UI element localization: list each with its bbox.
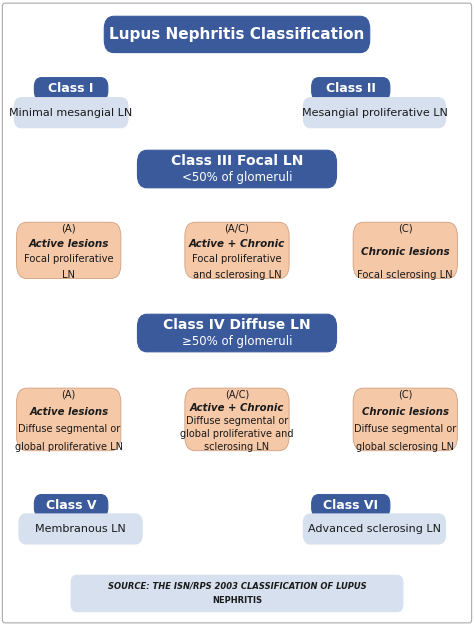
FancyBboxPatch shape: [303, 514, 446, 544]
FancyBboxPatch shape: [137, 314, 337, 352]
FancyBboxPatch shape: [311, 495, 390, 517]
FancyBboxPatch shape: [185, 388, 289, 451]
FancyBboxPatch shape: [34, 495, 108, 517]
Text: NEPHRITIS: NEPHRITIS: [212, 597, 262, 605]
Text: Diffuse segmental or: Diffuse segmental or: [18, 424, 120, 434]
Text: Minimal mesangial LN: Minimal mesangial LN: [9, 108, 133, 118]
Text: (A): (A): [62, 389, 76, 399]
Text: SOURCE: THE ISN/RPS 2003 CLASSIFICATION OF LUPUS: SOURCE: THE ISN/RPS 2003 CLASSIFICATION …: [108, 582, 366, 590]
Text: global proliferative LN: global proliferative LN: [15, 442, 123, 452]
Text: Focal proliferative: Focal proliferative: [24, 254, 114, 264]
Text: sclerosing LN: sclerosing LN: [204, 442, 270, 452]
Text: ≥50% of glomeruli: ≥50% of glomeruli: [182, 335, 292, 347]
FancyBboxPatch shape: [17, 222, 121, 279]
Text: (C): (C): [398, 223, 412, 233]
Text: (C): (C): [398, 389, 412, 399]
FancyBboxPatch shape: [17, 388, 121, 451]
Text: Chronic lesions: Chronic lesions: [361, 247, 449, 257]
Text: Class III Focal LN: Class III Focal LN: [171, 154, 303, 168]
FancyBboxPatch shape: [19, 514, 142, 544]
Text: global proliferative and: global proliferative and: [180, 429, 294, 439]
Text: Class VI: Class VI: [323, 500, 378, 512]
Text: Focal sclerosing LN: Focal sclerosing LN: [357, 270, 453, 280]
FancyBboxPatch shape: [353, 388, 457, 451]
FancyBboxPatch shape: [137, 150, 337, 188]
Text: Chronic lesions: Chronic lesions: [362, 407, 449, 417]
FancyBboxPatch shape: [14, 98, 128, 128]
Text: Diffuse segmental or: Diffuse segmental or: [354, 424, 456, 434]
FancyBboxPatch shape: [104, 16, 370, 53]
Text: (A/C): (A/C): [225, 389, 249, 399]
Text: Diffuse segmental or: Diffuse segmental or: [186, 416, 288, 426]
Text: Membranous LN: Membranous LN: [35, 524, 126, 534]
Text: Active lesions: Active lesions: [28, 239, 109, 249]
FancyBboxPatch shape: [2, 3, 472, 623]
Text: Class II: Class II: [326, 83, 376, 95]
FancyBboxPatch shape: [71, 575, 403, 612]
FancyBboxPatch shape: [311, 78, 390, 100]
FancyBboxPatch shape: [353, 222, 457, 279]
Text: Class IV Diffuse LN: Class IV Diffuse LN: [163, 318, 311, 332]
Text: Lupus Nephritis Classification: Lupus Nephritis Classification: [109, 27, 365, 42]
FancyBboxPatch shape: [34, 78, 108, 100]
Text: <50% of glomeruli: <50% of glomeruli: [182, 171, 292, 183]
Text: Class V: Class V: [46, 500, 96, 512]
Text: and sclerosing LN: and sclerosing LN: [193, 270, 281, 280]
Text: LN: LN: [62, 270, 75, 280]
FancyBboxPatch shape: [303, 98, 446, 128]
Text: Active + Chronic: Active + Chronic: [189, 239, 285, 249]
Text: Advanced sclerosing LN: Advanced sclerosing LN: [308, 524, 441, 534]
Text: (A): (A): [62, 223, 76, 233]
Text: Focal proliferative: Focal proliferative: [192, 254, 282, 264]
Text: global sclerosing LN: global sclerosing LN: [356, 442, 454, 452]
Text: Active lesions: Active lesions: [29, 407, 108, 417]
Text: Class I: Class I: [48, 83, 94, 95]
Text: Mesangial proliferative LN: Mesangial proliferative LN: [301, 108, 447, 118]
Text: (A/C): (A/C): [225, 223, 249, 233]
Text: Active + Chronic: Active + Chronic: [190, 403, 284, 413]
FancyBboxPatch shape: [185, 222, 289, 279]
